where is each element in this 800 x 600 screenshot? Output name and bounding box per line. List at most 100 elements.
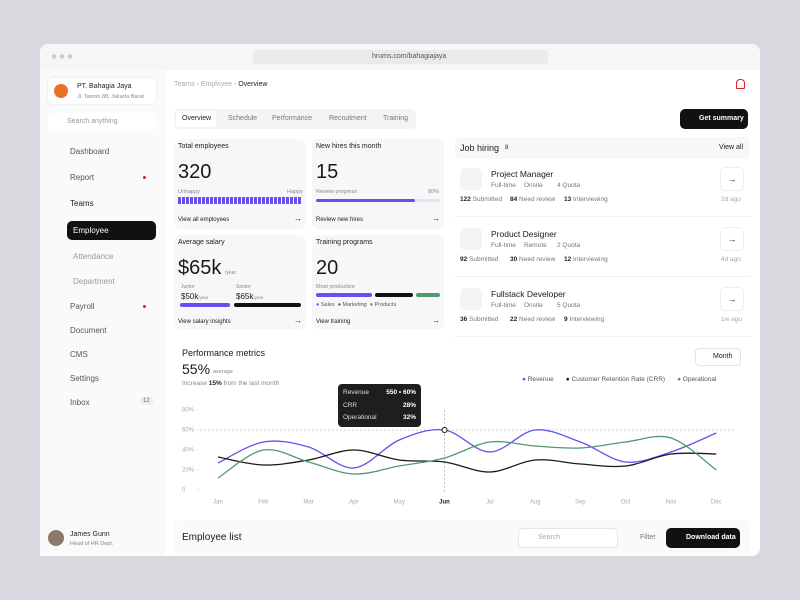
tab[interactable]: Schedule bbox=[228, 115, 258, 122]
crumb[interactable]: Teams bbox=[174, 81, 195, 88]
filter-button[interactable]: Filter bbox=[640, 534, 656, 541]
subtitle: Most productive bbox=[316, 284, 355, 290]
bar bbox=[316, 293, 372, 297]
menu-item[interactable]: Document bbox=[70, 326, 107, 335]
job-stat: 84 Need review bbox=[510, 196, 555, 203]
job-icon bbox=[460, 168, 482, 190]
card-link[interactable]: View training bbox=[316, 319, 351, 325]
unit: /year bbox=[253, 295, 264, 300]
period-button[interactable] bbox=[695, 348, 741, 366]
menu-item[interactable]: Inbox bbox=[70, 398, 90, 407]
card-link[interactable]: View salary insights bbox=[178, 319, 231, 325]
bar bbox=[375, 293, 413, 297]
tab[interactable]: Training bbox=[383, 115, 409, 122]
url-bar[interactable] bbox=[253, 50, 548, 64]
menu-item[interactable]: Report bbox=[70, 173, 95, 182]
label: Junior bbox=[181, 284, 195, 290]
view-all[interactable]: View all bbox=[719, 144, 743, 151]
arrow: → bbox=[294, 214, 302, 223]
search-box[interactable] bbox=[48, 113, 156, 131]
card-link[interactable]: Review new hires bbox=[316, 217, 364, 223]
stat-label: Submitted bbox=[472, 196, 502, 203]
bell[interactable] bbox=[736, 79, 745, 89]
jobs-count: 8 bbox=[505, 145, 509, 151]
bar bbox=[416, 293, 440, 297]
x-tick-label: Sep bbox=[575, 500, 586, 506]
value: $65k/year bbox=[236, 292, 263, 301]
search-box[interactable] bbox=[518, 528, 618, 548]
job-title: Project Manager bbox=[491, 169, 554, 179]
card bbox=[174, 139, 306, 229]
stat-value: 22 bbox=[510, 316, 518, 323]
card-title: Average salary bbox=[178, 239, 225, 246]
menu-item[interactable]: Teams bbox=[70, 199, 94, 208]
menu-item[interactable]: Dashboard bbox=[70, 147, 110, 156]
text: from the last month bbox=[223, 380, 280, 387]
legend-label: Revenue bbox=[527, 376, 554, 383]
tab[interactable]: Recruitment bbox=[329, 115, 367, 122]
menu-item: Employee bbox=[73, 226, 109, 235]
job-row[interactable] bbox=[455, 222, 750, 277]
arrow-button[interactable]: → bbox=[720, 287, 744, 311]
job-title: Product Designer bbox=[491, 229, 557, 239]
stat-label: Submitted bbox=[469, 256, 499, 263]
job-age: 4d ago bbox=[721, 256, 741, 263]
legend-label: Operational bbox=[682, 376, 717, 383]
value: $50k/year bbox=[181, 292, 208, 301]
menu-item[interactable]: Department bbox=[73, 277, 115, 286]
card-link[interactable]: View all employees bbox=[178, 217, 230, 223]
bar bbox=[234, 303, 301, 307]
card-value: 15 bbox=[316, 161, 339, 183]
stat-label: Interviewing bbox=[573, 256, 608, 263]
active-item[interactable] bbox=[67, 221, 156, 240]
job-place: Onsite bbox=[524, 182, 543, 189]
stat-value: 30 bbox=[510, 256, 518, 263]
legend-label: Products bbox=[374, 302, 397, 308]
search-placeholder: Search anything bbox=[67, 118, 118, 125]
perf-title: Performance metrics bbox=[182, 348, 266, 358]
window-dots bbox=[50, 54, 74, 59]
y-tick-label: 60% bbox=[182, 428, 195, 434]
stat-value: 122 bbox=[460, 196, 471, 203]
job-row[interactable] bbox=[455, 162, 750, 217]
stat-value: 9 bbox=[564, 316, 568, 323]
line-chart: 0 20% 40% 60% 80% Jan Feb Mar Apr May Jun Jul Aug Sep… bbox=[182, 408, 735, 506]
tab[interactable]: Performance bbox=[272, 115, 313, 122]
download-button[interactable] bbox=[666, 528, 740, 548]
job-stat: 13 Interviewing bbox=[564, 196, 608, 203]
legend-label: Sales bbox=[320, 302, 335, 308]
breadcrumb: Teams › Employee › Overview bbox=[174, 81, 268, 88]
job-stat: 30 Need review bbox=[510, 256, 555, 263]
menu-item[interactable]: CMS bbox=[70, 350, 88, 359]
job-place: Remote bbox=[524, 242, 547, 249]
job-type: Full-time bbox=[491, 182, 516, 189]
job-type: Full-time bbox=[491, 242, 516, 249]
crumb[interactable]: Employee bbox=[200, 81, 232, 88]
menu-item[interactable]: Payroll bbox=[70, 302, 95, 311]
search-placeholder: Search bbox=[538, 534, 561, 541]
job-type: Full-time bbox=[491, 302, 516, 309]
stat-label: Interviewing bbox=[573, 196, 608, 203]
menu-item[interactable]: Settings bbox=[70, 374, 99, 383]
legend-swatch: ● bbox=[565, 376, 572, 383]
stat-label: Need review bbox=[519, 196, 556, 203]
button-label: Get summary bbox=[699, 115, 744, 122]
summary-button[interactable] bbox=[680, 109, 748, 129]
job-stat: 12 Interviewing bbox=[564, 256, 608, 263]
job-place: Onsite bbox=[524, 302, 543, 309]
job-stat: 92 Submitted bbox=[460, 256, 498, 263]
text: Increase bbox=[182, 380, 207, 387]
stat-label: Need review bbox=[519, 316, 556, 323]
tooltip-label: CRR bbox=[343, 401, 358, 409]
menu-item[interactable]: Attendance bbox=[73, 252, 114, 261]
legend-label: Customer Retention Rate (CRR) bbox=[571, 376, 666, 383]
x-tick-label: May bbox=[394, 500, 405, 506]
x-tick-label: Dec bbox=[711, 500, 722, 506]
job-row[interactable] bbox=[455, 282, 750, 337]
arrow-button[interactable]: → bbox=[720, 167, 744, 191]
job-stat: 36 Submitted bbox=[460, 316, 498, 323]
arrow-button[interactable]: → bbox=[720, 227, 744, 251]
crumb: Overview bbox=[238, 81, 268, 88]
tab[interactable]: Overview bbox=[182, 115, 212, 122]
y-tick-label: 0 bbox=[182, 488, 186, 494]
